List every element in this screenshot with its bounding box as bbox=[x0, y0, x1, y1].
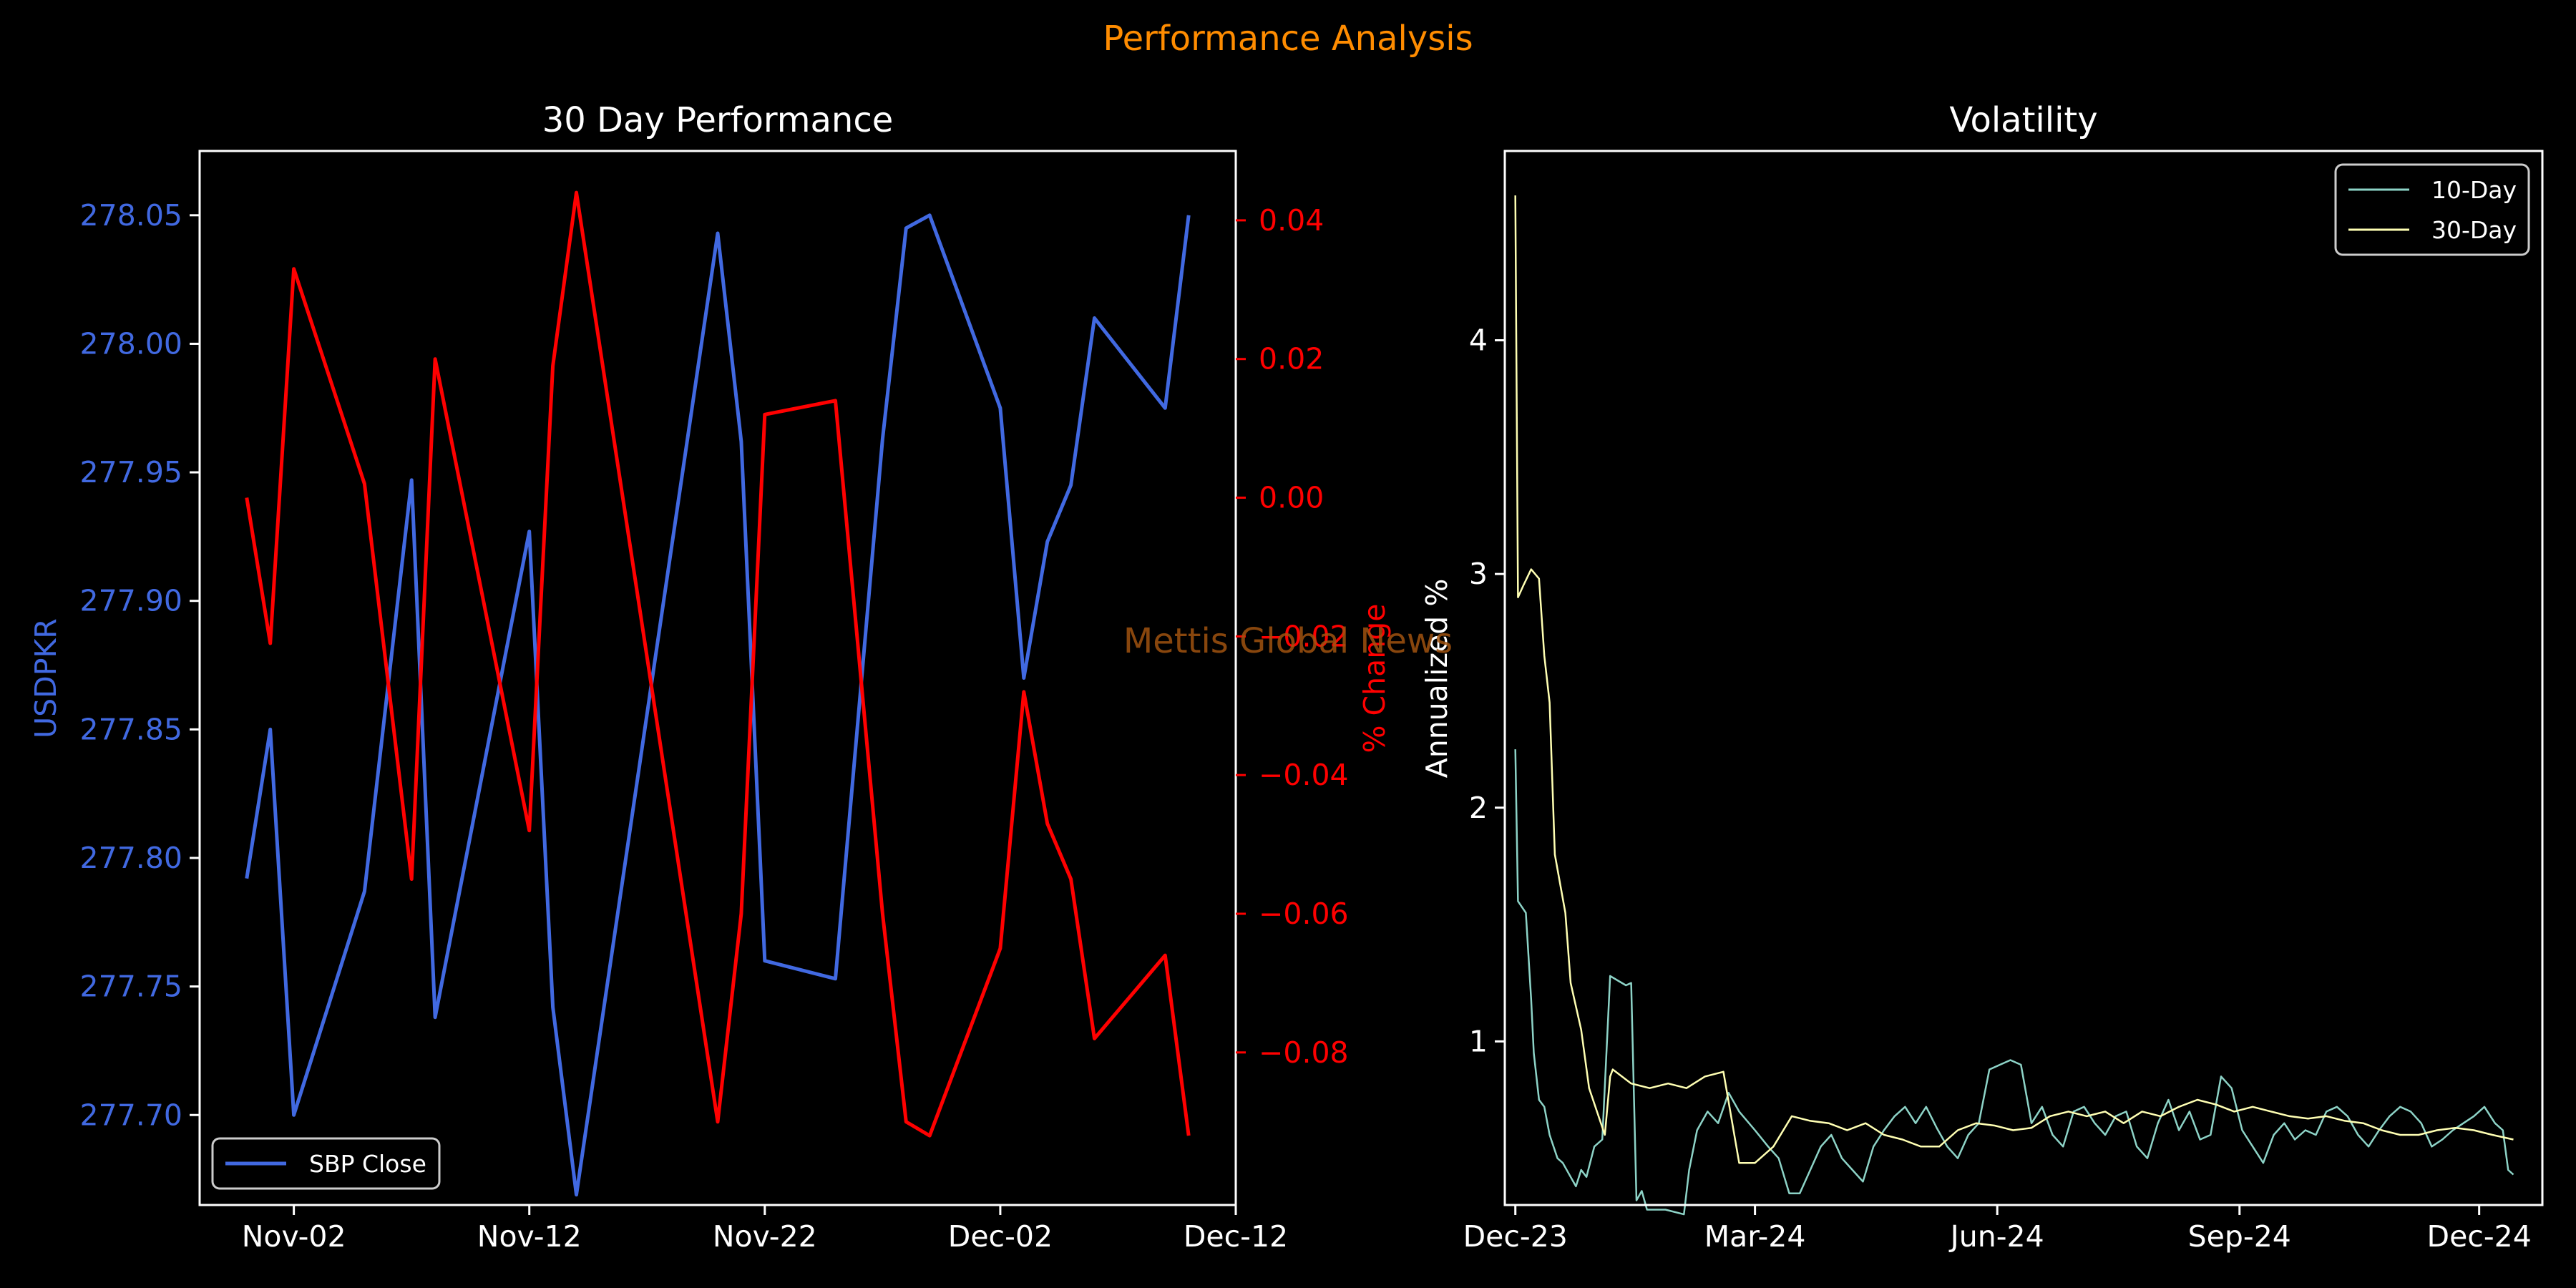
legend-label-sbp-close: SBP Close bbox=[309, 1150, 426, 1178]
price-tick-label: 277.75 bbox=[80, 970, 182, 1004]
price-tick-label: 277.80 bbox=[80, 841, 182, 875]
watermark: Mettis Global News bbox=[1123, 621, 1453, 661]
x-tick-label: Dec-02 bbox=[948, 1219, 1053, 1254]
volatility-y-axis: 1 2 3 4 bbox=[1469, 323, 1505, 1058]
x-tick-label: Dec-12 bbox=[1184, 1219, 1288, 1254]
x-tick-label: Dec-23 bbox=[1463, 1219, 1568, 1254]
pct-tick-label: 0.02 bbox=[1259, 342, 1324, 376]
y-tick-label: 3 bbox=[1469, 557, 1488, 591]
volatility-plot-frame bbox=[1503, 150, 2544, 1206]
price-axis-label: USDPKR bbox=[29, 618, 63, 738]
pct-tick-label: 0.00 bbox=[1259, 481, 1324, 515]
y-tick-label: 1 bbox=[1469, 1024, 1488, 1058]
performance-chart-title: 30 Day Performance bbox=[542, 100, 894, 140]
x-tick-label: Jun-24 bbox=[1948, 1219, 2044, 1254]
performance-legend: SBP Close bbox=[211, 1137, 441, 1190]
performance-legend-box bbox=[211, 1137, 441, 1190]
price-y-axis: 277.70 277.75 277.80 277.85 277.90 277.95 278.… bbox=[80, 198, 200, 1132]
figure-title: Performance Analysis bbox=[1103, 19, 1473, 59]
performance-x-axis: Nov-02 Nov-12 Nov-22 Dec-02 Dec-12 bbox=[242, 1205, 1288, 1254]
performance-chart: 30 Day Performance Nov-02 Nov-12 Nov-22 Dec… bbox=[29, 100, 1392, 1254]
price-tick-label: 277.70 bbox=[80, 1098, 182, 1132]
volatility-30-day-series-line bbox=[1514, 195, 2514, 1164]
y-tick-label: 4 bbox=[1469, 323, 1488, 358]
legend-label-10-day: 10-Day bbox=[2431, 176, 2517, 204]
x-tick-label: Nov-12 bbox=[477, 1219, 582, 1254]
pct-tick-label: 0.04 bbox=[1259, 203, 1324, 238]
x-tick-label: Mar-24 bbox=[1704, 1219, 1806, 1254]
volatility-x-axis: Dec-23 Mar-24 Jun-24 Sep-24 Dec-24 bbox=[1463, 1205, 2532, 1254]
legend-label-30-day: 30-Day bbox=[2431, 216, 2517, 244]
x-tick-label: Nov-02 bbox=[242, 1219, 346, 1254]
volatility-axis-label: Annualized % bbox=[1420, 579, 1454, 779]
y-tick-label: 2 bbox=[1469, 791, 1488, 825]
pct-change-axis-label: % Change bbox=[1357, 604, 1392, 753]
x-tick-label: Nov-22 bbox=[713, 1219, 817, 1254]
volatility-chart: Volatility Dec-23 Mar-24 Jun-24 Sep-24 Dec-2… bbox=[1420, 100, 2544, 1254]
pct-tick-label: −0.04 bbox=[1259, 758, 1349, 792]
volatility-chart-title: Volatility bbox=[1949, 100, 2097, 140]
pct-tick-label: −0.08 bbox=[1259, 1035, 1349, 1070]
pct-tick-label: −0.06 bbox=[1259, 897, 1349, 931]
price-tick-label: 278.05 bbox=[80, 198, 182, 233]
x-tick-label: Dec-24 bbox=[2427, 1219, 2532, 1254]
x-tick-label: Sep-24 bbox=[2188, 1219, 2291, 1254]
pct-tick-label: −0.02 bbox=[1259, 619, 1349, 653]
pct-change-series-line bbox=[245, 190, 1191, 1138]
price-tick-label: 278.00 bbox=[80, 326, 182, 361]
pct-change-y-axis: 0.04 0.02 0.00 −0.02 −0.04 −0.06 −0.08 bbox=[1236, 203, 1349, 1070]
volatility-legend: 10-Day 30-Day bbox=[2334, 163, 2530, 256]
price-tick-label: 277.95 bbox=[80, 455, 182, 489]
price-tick-label: 277.90 bbox=[80, 584, 182, 618]
price-tick-label: 277.85 bbox=[80, 712, 182, 746]
volatility-legend-box bbox=[2334, 163, 2530, 256]
sbp-close-series-line bbox=[245, 213, 1191, 1197]
performance-plot-frame bbox=[198, 150, 1237, 1206]
